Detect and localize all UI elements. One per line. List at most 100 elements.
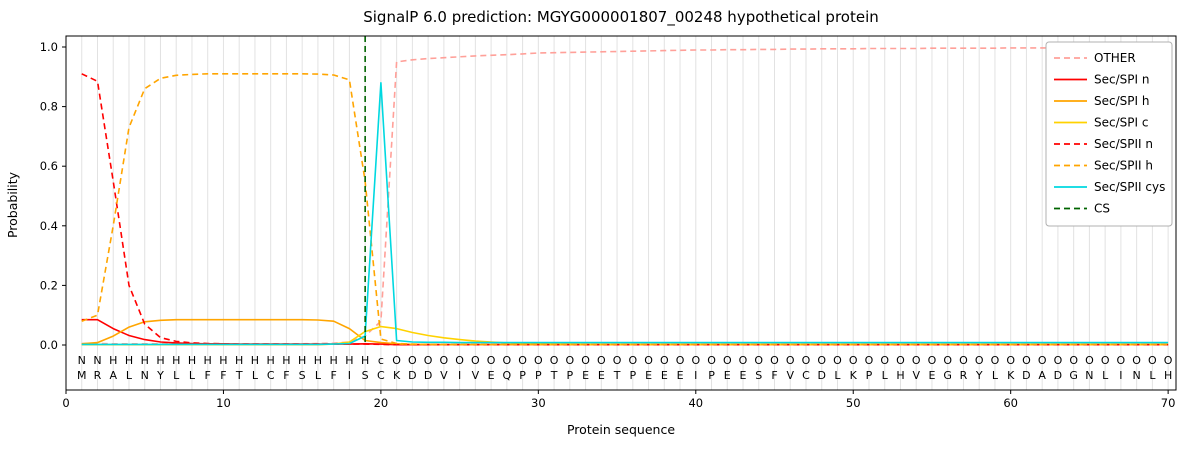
sequence-letter: L xyxy=(834,369,841,382)
annotation-letter: O xyxy=(424,354,433,367)
annotation-letter: O xyxy=(817,354,826,367)
x-tick-label: 30 xyxy=(531,396,546,410)
sequence-letter: L xyxy=(252,369,259,382)
sequence-letter: C xyxy=(802,369,810,382)
annotation-letter: O xyxy=(1022,354,1031,367)
annotation-letter: H xyxy=(109,354,117,367)
sequence-letter: E xyxy=(598,369,605,382)
annotation-letter: H xyxy=(314,354,322,367)
annotation-letter: O xyxy=(991,354,1000,367)
sequence-letter: E xyxy=(582,369,589,382)
annotation-letter: N xyxy=(78,354,86,367)
annotation-letter: O xyxy=(959,354,968,367)
sequence-letter: P xyxy=(535,369,542,382)
annotation-letter: O xyxy=(471,354,480,367)
sequence-letter: F xyxy=(330,369,336,382)
annotation-letter: H xyxy=(330,354,338,367)
annotation-letter: O xyxy=(518,354,527,367)
legend-item-label: CS xyxy=(1094,202,1110,216)
sequence-letter: D xyxy=(408,369,416,382)
sequence-letter: F xyxy=(220,369,226,382)
annotation-letter: H xyxy=(204,354,212,367)
annotation-letter: O xyxy=(408,354,417,367)
x-tick-label: 10 xyxy=(216,396,231,410)
sequence-letter: E xyxy=(488,369,495,382)
annotation-letter: O xyxy=(943,354,952,367)
sequence-letter: H xyxy=(1164,369,1172,382)
annotation-letter: H xyxy=(125,354,133,367)
annotation-letter: O xyxy=(880,354,889,367)
annotation-letter: O xyxy=(455,354,464,367)
sequence-letter: V xyxy=(472,369,480,382)
x-tick-label: 70 xyxy=(1161,396,1176,410)
sequence-letter: L xyxy=(189,369,196,382)
annotation-letter: O xyxy=(1085,354,1094,367)
annotation-letter: H xyxy=(172,354,180,367)
y-tick-label: 0.4 xyxy=(40,219,58,233)
annotation-letter: c xyxy=(378,354,384,367)
annotation-letter: O xyxy=(1164,354,1173,367)
sequence-letter: M xyxy=(77,369,87,382)
annotation-letter: O xyxy=(1054,354,1063,367)
sequence-letter: D xyxy=(1022,369,1030,382)
annotation-letter: O xyxy=(691,354,700,367)
annotation-letter: O xyxy=(1148,354,1157,367)
sequence-letter: L xyxy=(126,369,133,382)
annotation-letter: O xyxy=(660,354,669,367)
annotation-letter: O xyxy=(770,354,779,367)
x-tick-label: 20 xyxy=(374,396,389,410)
sequence-letter: E xyxy=(724,369,731,382)
annotation-letter: H xyxy=(298,354,306,367)
sequence-letter: K xyxy=(1007,369,1015,382)
legend-item-label: Sec/SPII cys xyxy=(1094,180,1165,194)
sequence-letter: H xyxy=(896,369,904,382)
annotation-letter: O xyxy=(1006,354,1015,367)
annotation-letter: O xyxy=(392,354,401,367)
annotation-letter: H xyxy=(361,354,369,367)
y-tick-label: 0.6 xyxy=(40,159,58,173)
annotation-letter: O xyxy=(1069,354,1078,367)
annotation-letter: O xyxy=(597,354,606,367)
sequence-letter: C xyxy=(377,369,385,382)
sequence-letter: L xyxy=(882,369,889,382)
legend-item-label: Sec/SPII n xyxy=(1094,137,1153,151)
sequence-letter: G xyxy=(943,369,952,382)
sequence-letter: E xyxy=(928,369,935,382)
sequence-letter: P xyxy=(708,369,715,382)
annotation-letter: O xyxy=(581,354,590,367)
annotation-letter: O xyxy=(975,354,984,367)
legend-item-label: Sec/SPI n xyxy=(1094,73,1149,87)
sequence-letter: T xyxy=(613,369,621,382)
y-axis-label: Probability xyxy=(5,171,20,238)
annotation-letter: O xyxy=(550,354,559,367)
annotation-letter: O xyxy=(565,354,574,367)
sequence-letter: F xyxy=(771,369,777,382)
sequence-letter: P xyxy=(629,369,636,382)
sequence-letter: E xyxy=(740,369,747,382)
sequence-letter: C xyxy=(267,369,275,382)
annotation-letter: O xyxy=(707,354,716,367)
sequence-letter: E xyxy=(645,369,652,382)
annotation-letter: O xyxy=(644,354,653,367)
annotation-letter: H xyxy=(141,354,149,367)
sequence-letter: V xyxy=(912,369,920,382)
legend-item-label: OTHER xyxy=(1094,51,1136,65)
x-tick-label: 40 xyxy=(688,396,703,410)
annotation-letter: H xyxy=(345,354,353,367)
y-tick-label: 0.8 xyxy=(40,100,58,114)
annotation-letter: O xyxy=(1117,354,1126,367)
annotation-letter: H xyxy=(282,354,290,367)
annotation-letter: O xyxy=(754,354,763,367)
annotation-letter: H xyxy=(251,354,259,367)
sequence-letter: V xyxy=(440,369,448,382)
annotation-letter: O xyxy=(613,354,622,367)
sequence-letter: L xyxy=(1149,369,1156,382)
annotation-letter: O xyxy=(723,354,732,367)
sequence-letter: D xyxy=(818,369,826,382)
sequence-letter: I xyxy=(694,369,697,382)
legend: OTHER Sec/SPI n Sec/SPI h Sec/SPI c Sec/SPII… xyxy=(1045,41,1173,227)
sequence-letter: L xyxy=(992,369,999,382)
sequence-letter: A xyxy=(109,369,117,382)
